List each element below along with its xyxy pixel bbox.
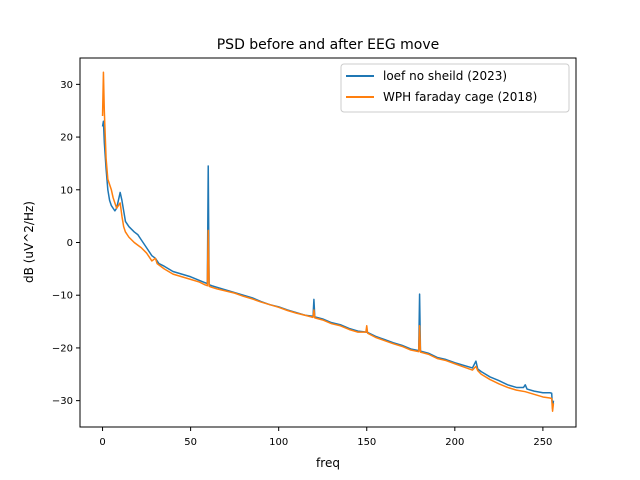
legend: loef no sheild (2023) WPH faraday cage (… (340, 63, 570, 113)
x-tick-label: 150 (357, 437, 376, 448)
x-tick-label: 0 (99, 437, 105, 448)
x-tick-label: 200 (445, 437, 464, 448)
y-axis-ticks: 30 20 10 0 −10 −20 −30 (52, 80, 80, 407)
legend-label-wph: WPH faraday cage (2018) (383, 90, 537, 104)
y-tick-label: 0 (67, 238, 73, 249)
x-axis-label: freq (316, 456, 340, 470)
y-tick-label: 20 (60, 133, 73, 144)
y-tick-label: 30 (60, 80, 73, 91)
y-tick-label: 10 (60, 185, 73, 196)
chart-title: PSD before and after EEG move (217, 37, 440, 53)
y-tick-label: −10 (52, 291, 73, 302)
x-axis-ticks: 0 50 100 150 200 250 (99, 427, 552, 448)
series-line-1 (101, 71, 555, 412)
x-tick-label: 100 (269, 437, 288, 448)
y-tick-label: −20 (52, 343, 73, 354)
y-axis-label: dB (uV^2/Hz) (22, 201, 36, 283)
y-tick-label: −30 (52, 396, 73, 407)
x-tick-label: 50 (184, 437, 197, 448)
plot-lines (101, 71, 555, 412)
legend-label-loef: loef no sheild (2023) (383, 69, 507, 83)
legend-box (340, 63, 570, 113)
x-tick-label: 250 (533, 437, 552, 448)
